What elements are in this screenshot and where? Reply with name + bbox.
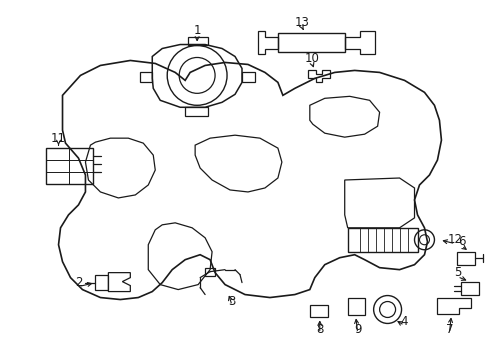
Text: 4: 4 bbox=[400, 315, 407, 328]
Text: 8: 8 bbox=[315, 323, 323, 336]
Text: 6: 6 bbox=[457, 235, 464, 248]
Text: 9: 9 bbox=[353, 323, 361, 336]
Text: 11: 11 bbox=[51, 132, 66, 145]
Text: 1: 1 bbox=[193, 24, 201, 37]
Text: 12: 12 bbox=[447, 233, 462, 246]
Text: 13: 13 bbox=[294, 16, 308, 29]
Text: 2: 2 bbox=[75, 276, 82, 289]
Text: 7: 7 bbox=[445, 323, 452, 336]
Text: 3: 3 bbox=[228, 295, 235, 308]
Text: 5: 5 bbox=[453, 266, 460, 279]
Text: 10: 10 bbox=[304, 52, 319, 65]
